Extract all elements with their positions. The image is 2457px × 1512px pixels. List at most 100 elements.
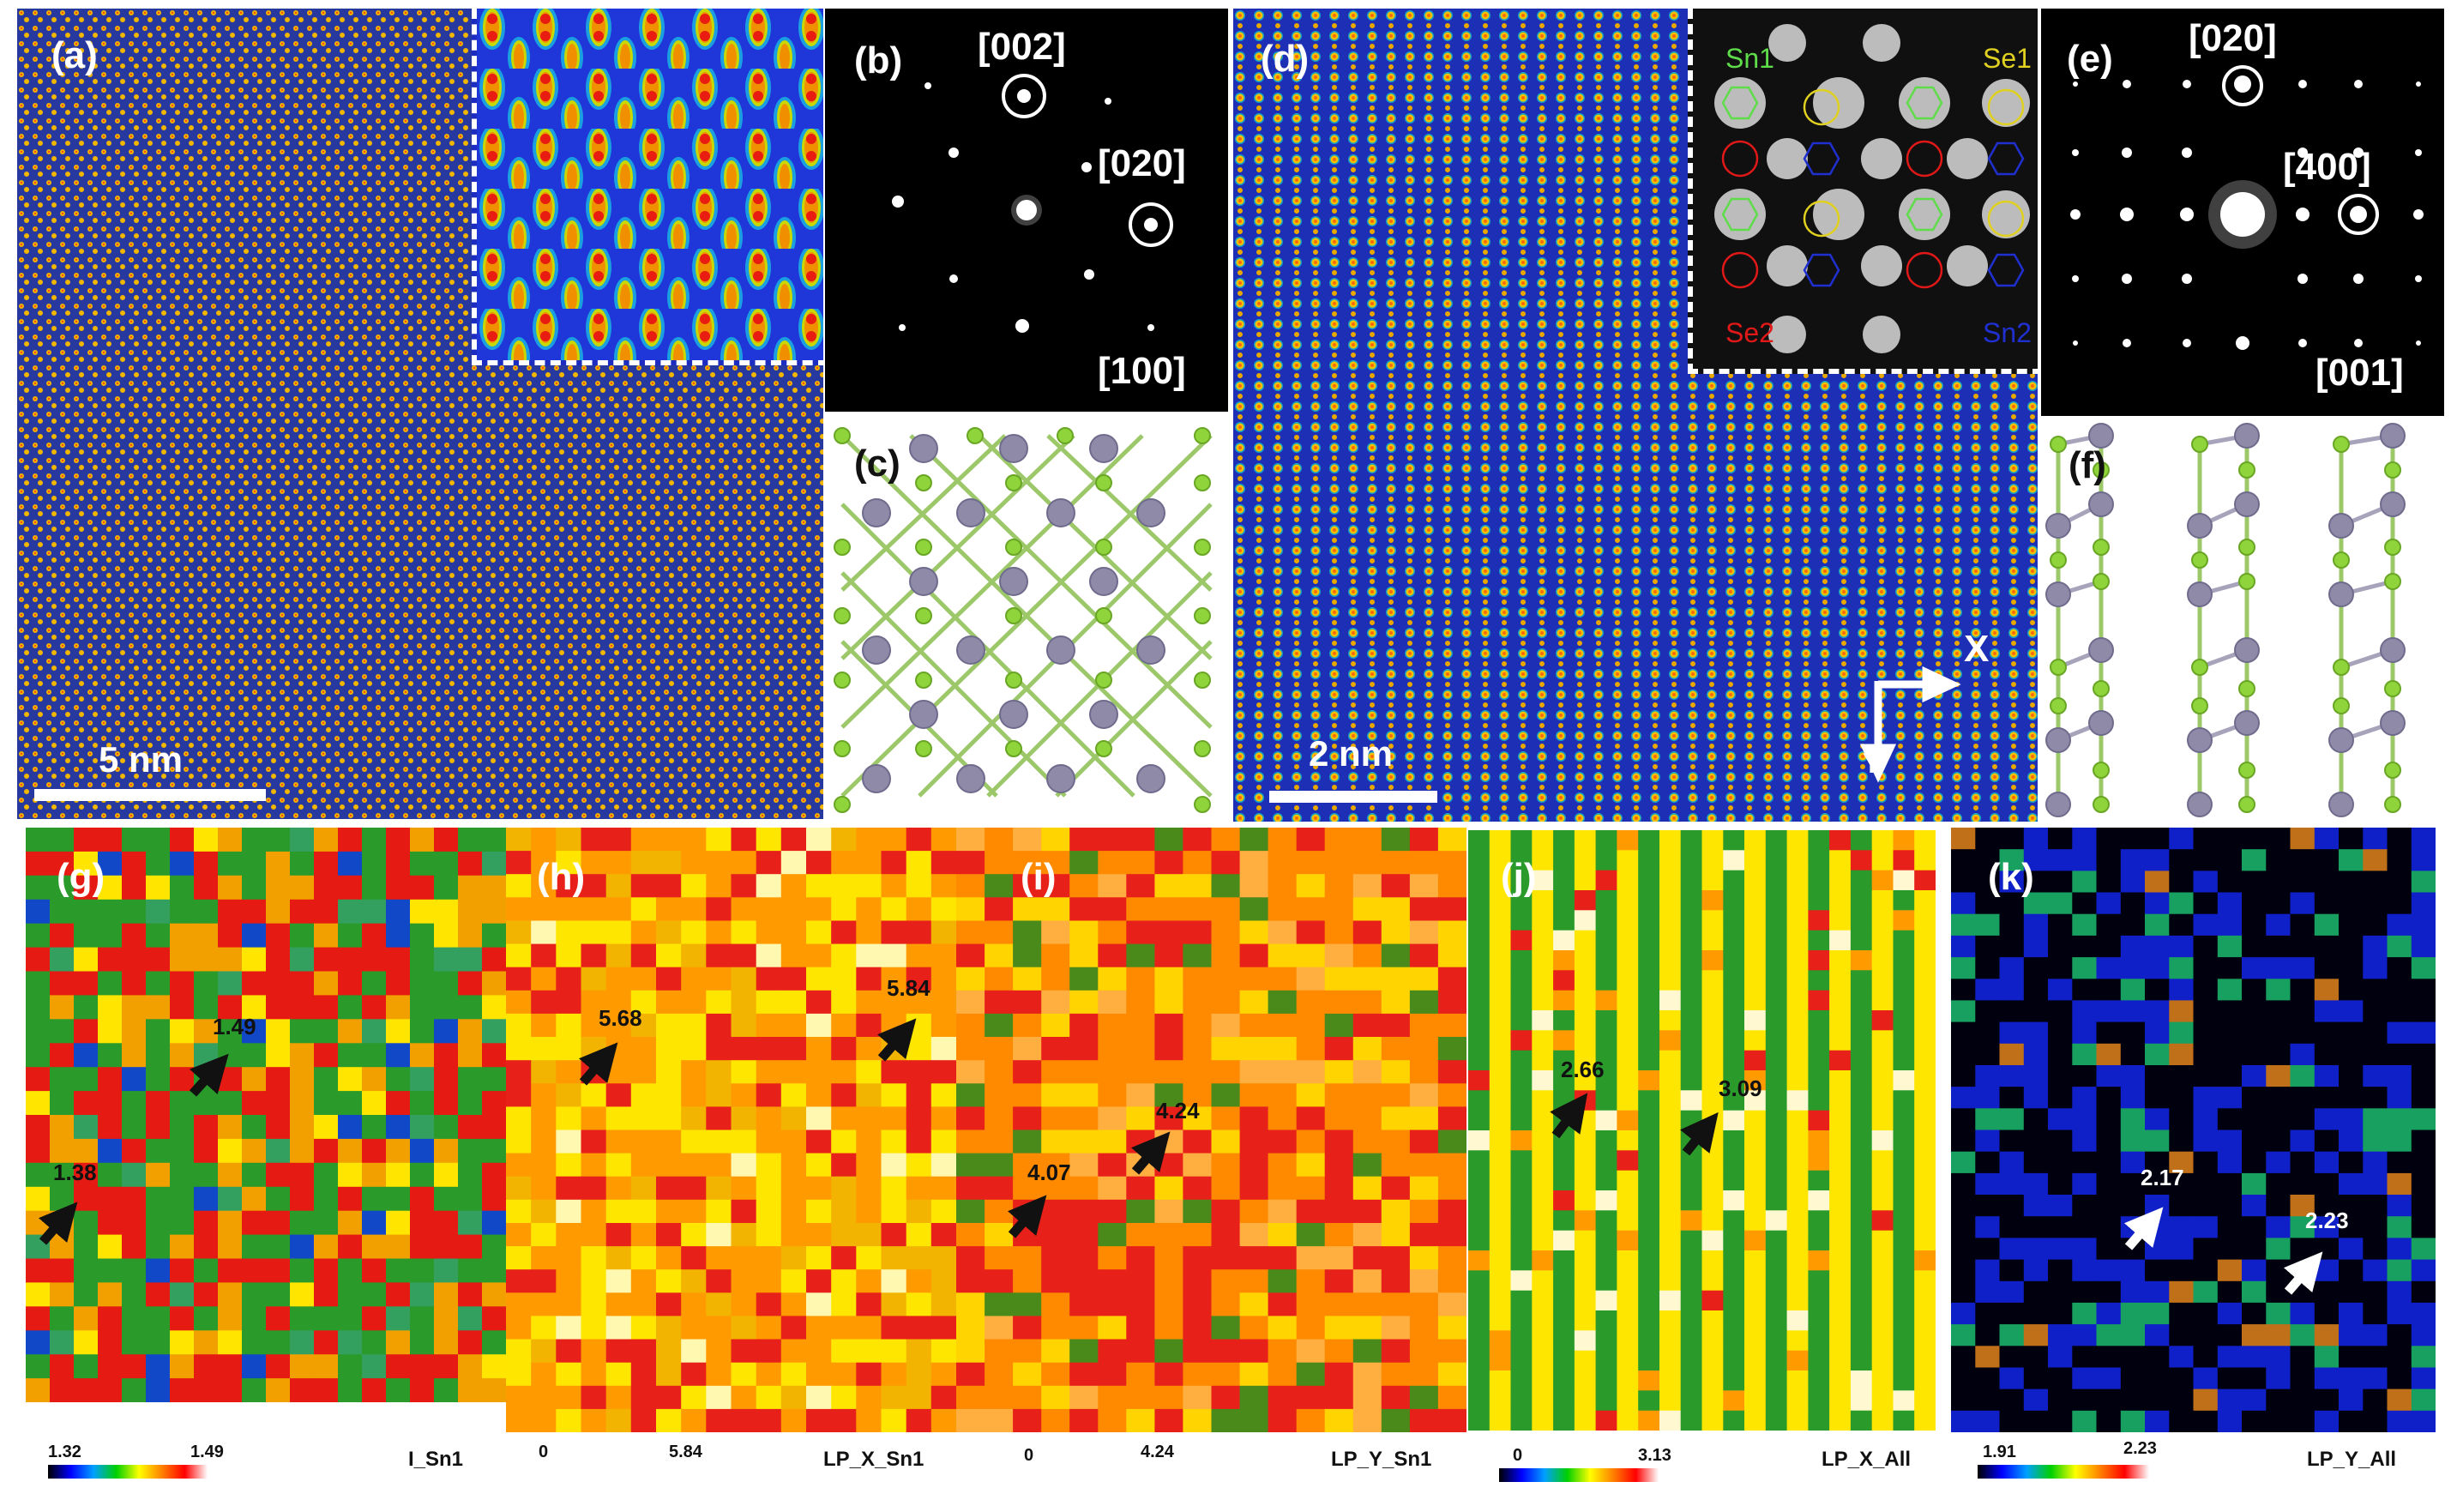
map-cell — [1468, 1270, 1490, 1292]
map-cell — [630, 828, 657, 852]
map-cell — [1468, 1250, 1490, 1271]
map-cell — [122, 828, 147, 852]
map-cell — [906, 1292, 932, 1316]
map-cell — [1765, 1310, 1788, 1331]
map-cell — [1510, 1150, 1533, 1172]
map-cell — [2290, 1410, 2315, 1432]
map-cell — [1914, 1050, 1936, 1071]
map-cell — [906, 967, 932, 991]
map-cell — [1638, 1190, 1660, 1211]
map-cell — [410, 875, 435, 901]
map-cell — [2048, 1389, 2073, 1412]
map-cell — [2387, 1151, 2412, 1174]
map-cell — [531, 1129, 557, 1154]
map-cell — [2314, 1087, 2340, 1109]
map-cell — [731, 874, 757, 898]
map-cell — [630, 967, 657, 991]
map-cell — [1211, 1269, 1241, 1293]
map-cell — [2120, 1021, 2146, 1045]
map-cell — [2266, 1259, 2291, 1282]
map-cell — [1268, 1037, 1298, 1061]
map-cell — [2363, 1280, 2388, 1304]
map-cell — [1532, 1270, 1554, 1292]
map-cell — [1659, 850, 1682, 871]
map-cell — [605, 1129, 632, 1154]
map-cell — [1808, 1050, 1830, 1071]
map-cell — [1324, 874, 1354, 898]
map-cell — [1437, 1199, 1466, 1224]
map-cell — [1765, 1070, 1788, 1091]
map-cell — [1850, 930, 1873, 951]
map-cell — [506, 1176, 532, 1201]
map-cell — [756, 1292, 782, 1316]
map-cell — [1659, 910, 1682, 931]
map-cell — [1324, 1339, 1354, 1364]
map-cell — [956, 990, 985, 1015]
map-cell — [2217, 1065, 2243, 1087]
map-cell — [314, 875, 339, 901]
map-cell — [1437, 1013, 1466, 1038]
map-cell — [2145, 1108, 2170, 1130]
map-cell — [1381, 1408, 1411, 1432]
map-cell — [1595, 1310, 1617, 1331]
map-cell — [242, 923, 267, 949]
map-cell — [1532, 1250, 1554, 1271]
map-cell — [506, 1153, 532, 1178]
map-cell — [756, 1199, 782, 1224]
map-cell — [74, 1258, 99, 1283]
map-cell — [50, 1115, 75, 1140]
map-cell — [780, 1106, 807, 1130]
map-cell — [706, 1106, 732, 1130]
map-cell — [556, 1037, 581, 1061]
map-cell — [1510, 1070, 1533, 1091]
map-cell — [1296, 1385, 1326, 1410]
map-cell — [1510, 1310, 1533, 1331]
map-cell — [2217, 1021, 2243, 1045]
map-cell — [2169, 870, 2195, 894]
map-cell — [1617, 1190, 1639, 1211]
map-cell — [2072, 1065, 2098, 1087]
map-cell — [2242, 1410, 2267, 1432]
map-cell — [531, 1408, 557, 1432]
map-cell — [1268, 1013, 1298, 1038]
map-cell — [1324, 1013, 1354, 1038]
map-cell — [656, 1223, 682, 1247]
map-cell — [1574, 1210, 1597, 1232]
map-cell — [242, 1115, 267, 1140]
map-cell — [2169, 1087, 2195, 1109]
map-cell — [482, 1138, 506, 1164]
map-cell — [1013, 1153, 1042, 1178]
map-cell — [706, 851, 732, 875]
map-cell — [706, 1339, 732, 1364]
map-cell — [98, 1186, 123, 1212]
map-cell — [458, 1210, 483, 1236]
map-cell — [1829, 1010, 1852, 1031]
map-cell — [731, 943, 757, 968]
map-cell — [581, 1083, 607, 1107]
map-cell — [1808, 950, 1830, 971]
map-cell — [531, 874, 557, 898]
map-cell — [482, 1258, 506, 1283]
map-cell — [806, 990, 832, 1015]
map-cell — [1468, 1230, 1490, 1251]
colorbar-k-max: 2.23 — [2123, 1439, 2157, 1458]
map-cell — [531, 1013, 557, 1038]
map-cell — [1381, 1176, 1411, 1201]
map-cell — [2193, 1238, 2219, 1261]
map-cell — [458, 1330, 483, 1355]
map-cell — [1532, 1170, 1554, 1191]
map-cell — [1409, 1339, 1439, 1364]
map-cell — [50, 1378, 75, 1402]
map-cell — [146, 923, 171, 949]
map-cell — [1617, 1370, 1639, 1391]
map-cell — [2023, 1410, 2049, 1432]
map-cell — [605, 1408, 632, 1432]
map-cell — [1951, 1195, 1976, 1217]
map-cell — [386, 1306, 411, 1331]
map-cell — [956, 828, 985, 852]
map-cell — [386, 1234, 411, 1259]
map-cell — [2072, 1302, 2098, 1325]
map-cell — [2314, 1195, 2340, 1217]
map-cell — [1638, 1410, 1660, 1431]
map-cell — [1914, 830, 1936, 851]
